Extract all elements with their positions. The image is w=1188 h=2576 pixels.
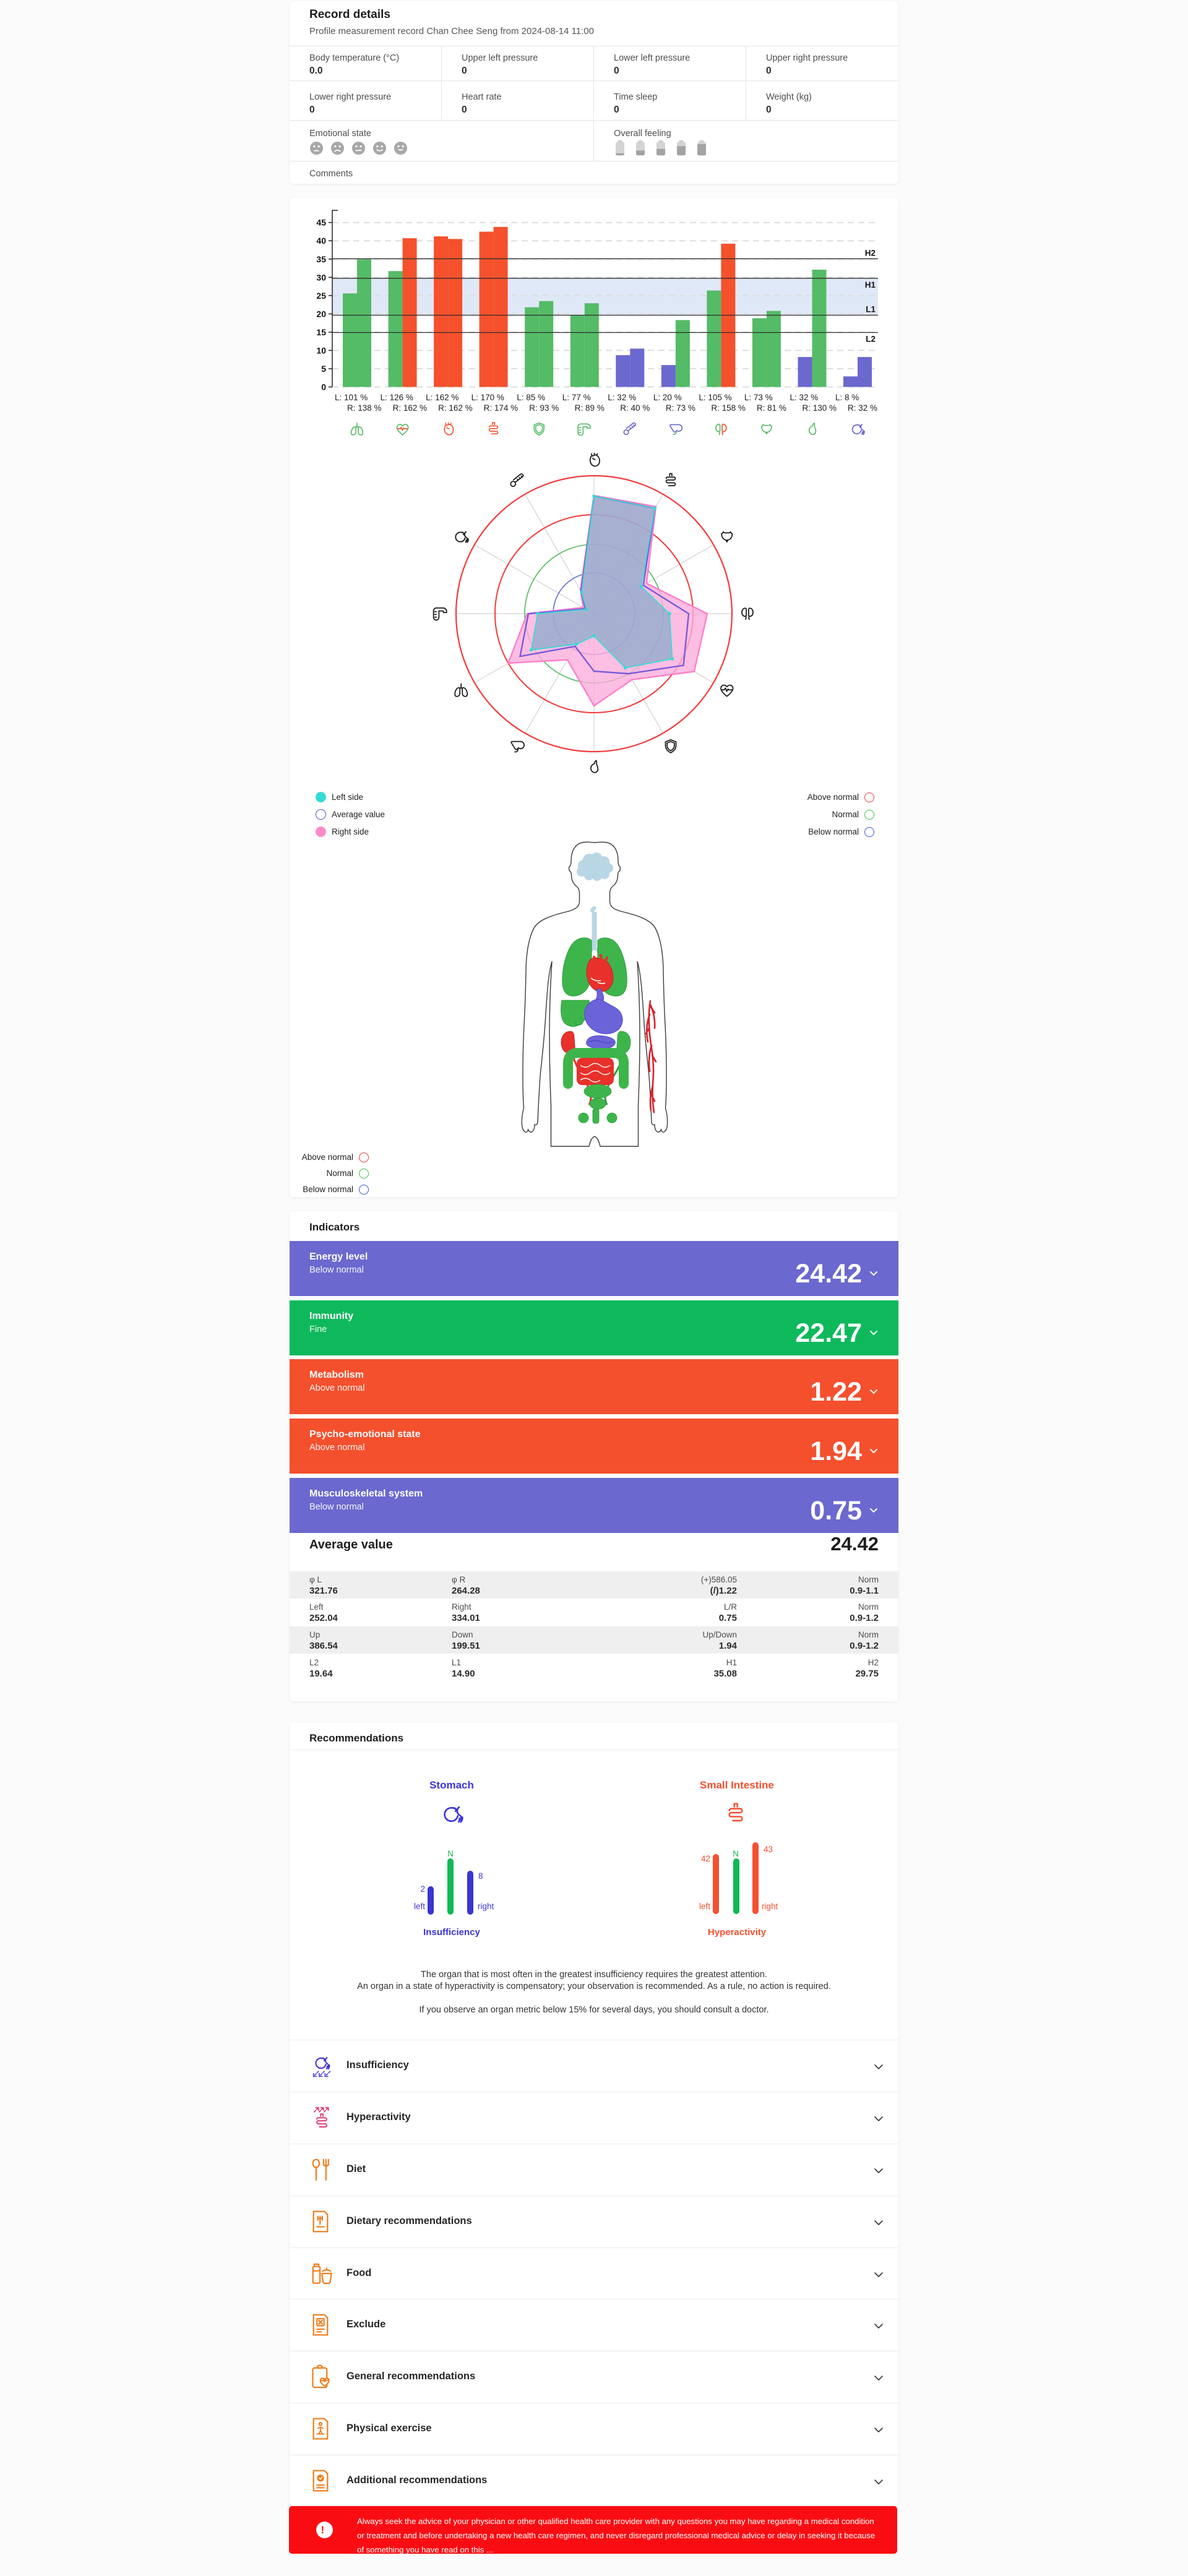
svg-text:R: 174 %: R: 174 % [484, 403, 519, 413]
svg-text:L: 77 %: L: 77 % [562, 393, 591, 402]
svg-text:L: 73 %: L: 73 % [744, 393, 773, 402]
svg-text:L: 85 %: L: 85 % [517, 393, 545, 402]
svg-text:15: 15 [316, 327, 326, 337]
svg-text:R: 32 %: R: 32 % [848, 403, 877, 413]
svg-text:R: 162 %: R: 162 % [438, 403, 473, 413]
svg-text:L: 8 %: L: 8 % [835, 393, 859, 402]
svg-text:L: 170 %: L: 170 % [471, 393, 504, 402]
svg-text:L: 105 %: L: 105 % [699, 393, 731, 402]
svg-text:40: 40 [316, 236, 326, 246]
svg-text:L: 126 %: L: 126 % [381, 393, 413, 402]
svg-text:R: 158 %: R: 158 % [711, 403, 746, 413]
svg-text:L: 162 %: L: 162 % [426, 393, 458, 402]
svg-text:R: 130 %: R: 130 % [803, 403, 837, 413]
svg-text:L2: L2 [866, 335, 876, 344]
svg-text:45: 45 [316, 218, 326, 228]
svg-text:R: 162 %: R: 162 % [393, 403, 428, 413]
svg-text:30: 30 [316, 272, 326, 282]
svg-text:L: 32 %: L: 32 % [608, 393, 636, 402]
svg-text:35: 35 [316, 254, 326, 264]
svg-text:H2: H2 [865, 248, 876, 257]
svg-text:R: 89 %: R: 89 % [575, 403, 605, 413]
svg-text:R: 40 %: R: 40 % [620, 403, 650, 413]
svg-text:5: 5 [321, 364, 326, 374]
svg-text:L: 101 %: L: 101 % [335, 393, 368, 402]
svg-text:10: 10 [316, 345, 326, 355]
svg-text:R: 93 %: R: 93 % [529, 403, 559, 413]
svg-text:25: 25 [316, 291, 326, 301]
svg-text:R: 73 %: R: 73 % [666, 403, 695, 413]
svg-text:L: 32 %: L: 32 % [790, 393, 819, 402]
svg-text:L1: L1 [866, 305, 876, 314]
svg-text:R: 138 %: R: 138 % [347, 403, 382, 413]
svg-text:H1: H1 [865, 280, 876, 290]
svg-text:R: 81 %: R: 81 % [757, 403, 786, 413]
svg-text:L: 20 %: L: 20 % [653, 393, 682, 402]
svg-text:20: 20 [316, 309, 326, 319]
svg-text:0: 0 [321, 382, 326, 392]
